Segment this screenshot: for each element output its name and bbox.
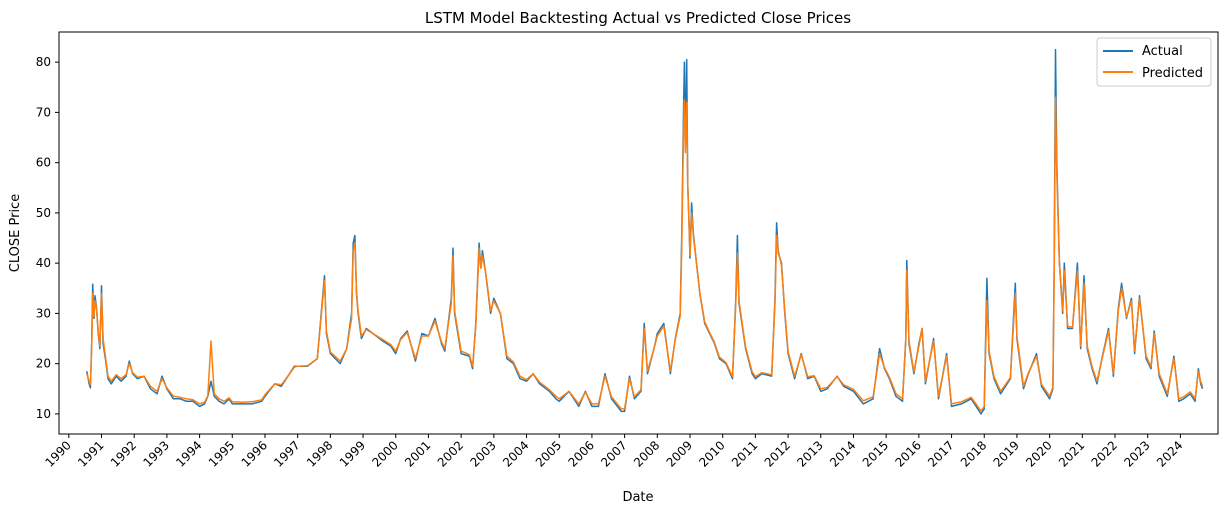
y-tick-label: 80 (36, 55, 51, 69)
x-axis-label: Date (622, 490, 653, 505)
series-line-predicted (86, 96, 1204, 412)
y-axis-ticks: 10 20 30 40 50 60 70 80 (36, 55, 59, 421)
y-tick-label: 40 (36, 256, 51, 270)
series-layer (86, 48, 1204, 415)
chart-title: LSTM Model Backtesting Actual vs Predict… (425, 9, 851, 27)
y-axis-label: CLOSE Price (8, 194, 23, 272)
legend-label-predicted: Predicted (1142, 66, 1203, 81)
legend: Actual Predicted (1096, 37, 1212, 87)
y-tick-label: 60 (36, 156, 51, 170)
y-tick-label: 70 (36, 105, 51, 119)
y-tick-label: 30 (36, 306, 51, 320)
y-tick-label: 50 (36, 206, 51, 220)
legend-label-actual: Actual (1142, 44, 1183, 59)
y-tick-label: 10 (36, 407, 51, 421)
y-tick-label: 20 (36, 357, 51, 371)
plot-frame (58, 31, 1219, 435)
